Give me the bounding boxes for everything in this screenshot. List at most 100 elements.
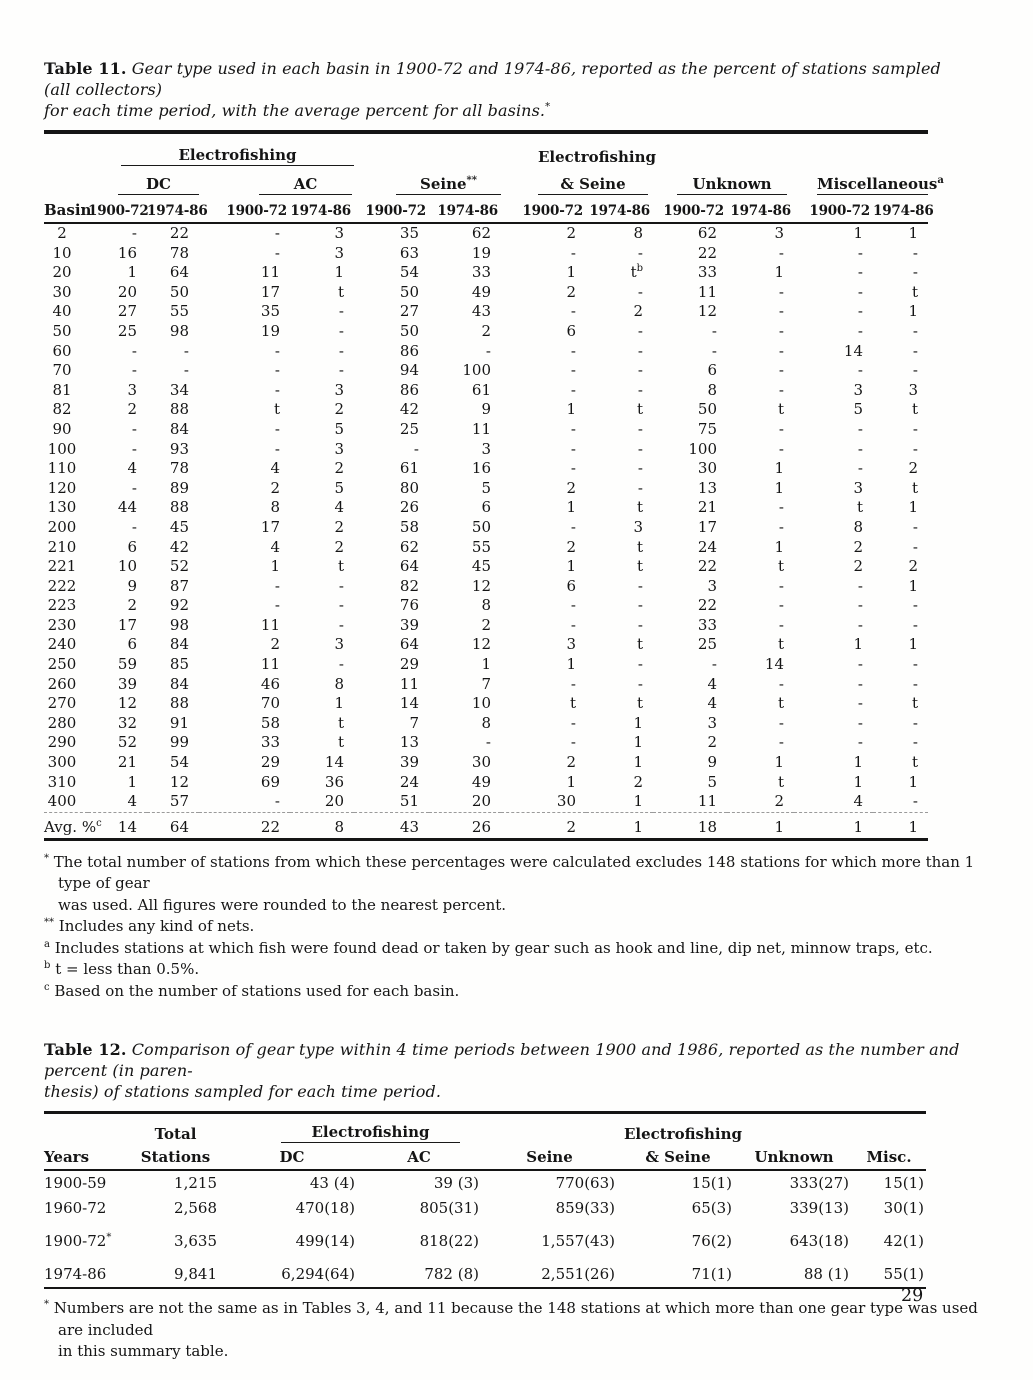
table-cell: 2: [270, 635, 280, 654]
table-row: 270 12 88 70 1 14 10 t t 4 t - t: [44, 694, 928, 714]
table-cell: t: [273, 400, 280, 419]
table-cell: 1: [586, 811, 653, 841]
table-cell: 15(1): [883, 1174, 924, 1193]
table-cell: -: [637, 478, 643, 497]
table-cell: 88 (1): [803, 1265, 849, 1284]
table12: Total Electrofishing Electrofishing Year…: [44, 1111, 926, 1289]
table-cell: -: [637, 655, 643, 674]
table-cell: 11: [260, 615, 280, 634]
year-header: 1900-72: [501, 195, 586, 224]
table-cell: -: [637, 615, 643, 634]
basin-column-header: Basin: [44, 195, 91, 224]
table-cell: 1: [908, 772, 918, 791]
table-cell: -: [570, 439, 576, 458]
total-stations-header-line1: Total: [154, 1125, 197, 1144]
table-cell: 8: [290, 811, 354, 841]
table-cell: -: [570, 596, 576, 615]
table11-label: Table 11.: [44, 59, 127, 78]
table-cell: 8: [334, 674, 344, 693]
table-cell: 16: [117, 243, 137, 262]
table-cell: -: [131, 224, 137, 242]
table-cell: 52: [169, 557, 189, 576]
table-cell: 20: [471, 792, 491, 811]
table-cell: 30: [697, 459, 717, 478]
table-cell: 17: [117, 615, 137, 634]
table-cell: 29: [260, 753, 280, 772]
table-cell: 4: [707, 674, 717, 693]
table-cell: 1: [908, 302, 918, 321]
table-cell: -: [912, 321, 918, 340]
table-cell: -: [131, 341, 137, 360]
table-cell: 45: [471, 557, 491, 576]
table-cell: 45: [169, 517, 189, 536]
table-cell: 64: [399, 635, 419, 654]
table-cell: -: [338, 341, 344, 360]
table-cell: 30(1): [883, 1199, 924, 1218]
table-cell: -: [778, 713, 784, 732]
table-cell: 43 (4): [309, 1174, 355, 1193]
table-row: 221 10 52 1 t 64 45 1 t 22 t 2 2: [44, 557, 928, 577]
table-cell: 1: [727, 811, 794, 841]
table-cell: 88: [169, 498, 189, 517]
basin-cell: 222: [47, 576, 77, 595]
table-cell: 21: [117, 753, 137, 772]
table-cell: -: [778, 439, 784, 458]
table-cell: -: [570, 419, 576, 438]
table-cell: 1: [633, 713, 643, 732]
table-cell: t: [777, 694, 784, 713]
table-cell: -: [857, 615, 863, 634]
table-cell: -: [338, 576, 344, 595]
table-row: 90 - 84 - 5 25 11 - - 75 - - -: [44, 420, 928, 440]
table-cell: -: [857, 576, 863, 595]
table-row: 1974-86 9,841 6,294(64) 782 (8) 2,551(26) 71(…: [44, 1254, 926, 1288]
table-cell: 2: [270, 478, 280, 497]
dc-column-header: DC: [229, 1143, 359, 1172]
table-cell: -: [274, 576, 280, 595]
table-cell: -: [131, 478, 137, 497]
table-row: 210 6 42 4 2 62 55 2 t 24 1 2-: [44, 538, 928, 558]
table-cell: 22: [199, 811, 290, 841]
year-header: 1900-72: [354, 195, 429, 224]
table-cell: 33: [697, 615, 717, 634]
table-cell: -: [570, 243, 576, 262]
table-cell: 84: [169, 635, 189, 654]
table-cell: -: [338, 361, 344, 380]
table-cell: 62: [697, 224, 717, 242]
table-cell: -: [778, 596, 784, 615]
table-cell: -: [570, 517, 576, 536]
basin-cell: 250: [47, 655, 77, 674]
table-cell: 2: [127, 400, 137, 419]
table-cell: -: [274, 380, 280, 399]
table-cell: -: [338, 302, 344, 321]
table-row: 250 59 85 11-29 1 1- -14- -: [44, 655, 928, 675]
table-cell: -: [183, 361, 189, 380]
ac-column-header: AC: [259, 175, 352, 195]
table-cell: 7: [481, 674, 491, 693]
table-cell: 499(14): [295, 1232, 355, 1251]
basin-cell: 50: [52, 321, 72, 340]
table-cell: 2: [633, 302, 643, 321]
table-cell: 11: [399, 674, 419, 693]
basin-cell: 40: [52, 302, 72, 321]
table-cell: t: [636, 537, 643, 556]
table-cell: 35: [399, 224, 419, 242]
table-cell: 63: [399, 243, 419, 262]
table-cell: 1: [334, 263, 344, 282]
table-cell: 36: [324, 772, 344, 791]
table-cell: 84: [169, 419, 189, 438]
table-cell: 55: [169, 302, 189, 321]
table-row: 1900-72* 3,635 499(14) 818(22) 1,557(43) 76(2…: [44, 1221, 926, 1254]
footnote: a Includes stations at which fish were f…: [44, 938, 933, 957]
table-cell: -: [131, 439, 137, 458]
table-cell: 25: [117, 321, 137, 340]
table-cell: 19: [471, 243, 491, 262]
table-cell: -: [274, 792, 280, 811]
electrofishing-seine-group-header-line2: & Seine: [624, 1143, 739, 1172]
table-cell: 33: [697, 263, 717, 282]
basin-cell: Avg. %c: [44, 811, 102, 841]
table-cell: 2: [908, 459, 918, 478]
table-cell: 4: [334, 498, 344, 517]
table12-header: Total Electrofishing Electrofishing Year…: [44, 1113, 926, 1172]
table-cell: 2: [481, 321, 491, 340]
table-row: 400 4 57-20 51 20 30 1 11 2 4-: [44, 792, 928, 812]
